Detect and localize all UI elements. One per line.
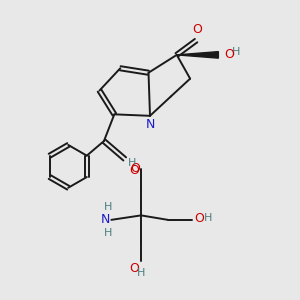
Text: O: O — [130, 164, 140, 177]
Text: H: H — [128, 158, 136, 168]
Text: H: H — [104, 202, 112, 212]
Text: N: N — [100, 213, 110, 226]
Text: O: O — [130, 262, 140, 275]
Text: O: O — [130, 162, 140, 175]
Text: H: H — [204, 213, 212, 224]
Text: H: H — [104, 228, 112, 238]
Text: O: O — [195, 212, 205, 225]
Text: H: H — [137, 268, 145, 278]
Text: O: O — [193, 23, 202, 36]
Polygon shape — [177, 52, 218, 58]
Text: O: O — [224, 48, 234, 62]
Text: H: H — [232, 47, 240, 57]
Text: N: N — [145, 118, 155, 131]
